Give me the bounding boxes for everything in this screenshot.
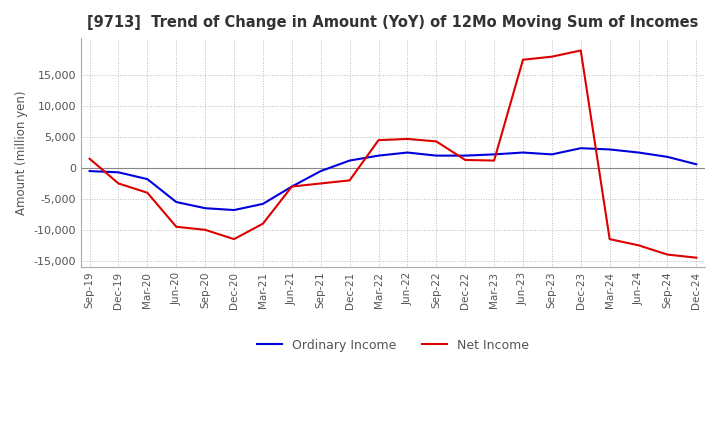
- Ordinary Income: [114, 170, 123, 175]
- Net Income: [114, 181, 123, 186]
- Ordinary Income: [403, 150, 412, 155]
- Ordinary Income: [143, 176, 152, 182]
- Ordinary Income: [258, 201, 267, 206]
- Ordinary Income: [547, 152, 556, 157]
- Ordinary Income: [461, 153, 469, 158]
- Ordinary Income: [230, 207, 238, 213]
- Net Income: [201, 227, 210, 232]
- Ordinary Income: [172, 199, 181, 205]
- Net Income: [346, 178, 354, 183]
- Ordinary Income: [518, 150, 527, 155]
- Ordinary Income: [692, 161, 701, 167]
- Ordinary Income: [85, 169, 94, 174]
- Net Income: [432, 139, 441, 144]
- Y-axis label: Amount (million yen): Amount (million yen): [15, 90, 28, 215]
- Net Income: [287, 184, 296, 189]
- Ordinary Income: [663, 154, 672, 160]
- Ordinary Income: [490, 152, 498, 157]
- Net Income: [606, 236, 614, 242]
- Net Income: [518, 57, 527, 62]
- Net Income: [172, 224, 181, 229]
- Net Income: [547, 54, 556, 59]
- Net Income: [490, 158, 498, 163]
- Ordinary Income: [201, 205, 210, 211]
- Net Income: [663, 252, 672, 257]
- Net Income: [85, 156, 94, 161]
- Net Income: [403, 136, 412, 142]
- Ordinary Income: [287, 184, 296, 189]
- Ordinary Income: [374, 153, 383, 158]
- Ordinary Income: [634, 150, 643, 155]
- Net Income: [461, 158, 469, 163]
- Ordinary Income: [606, 147, 614, 152]
- Net Income: [316, 181, 325, 186]
- Ordinary Income: [346, 158, 354, 163]
- Ordinary Income: [432, 153, 441, 158]
- Net Income: [258, 221, 267, 226]
- Net Income: [577, 48, 585, 53]
- Legend: Ordinary Income, Net Income: Ordinary Income, Net Income: [252, 334, 534, 357]
- Title: [9713]  Trend of Change in Amount (YoY) of 12Mo Moving Sum of Incomes: [9713] Trend of Change in Amount (YoY) o…: [87, 15, 698, 30]
- Line: Ordinary Income: Ordinary Income: [89, 148, 696, 210]
- Line: Net Income: Net Income: [89, 51, 696, 258]
- Net Income: [634, 243, 643, 248]
- Ordinary Income: [316, 169, 325, 174]
- Net Income: [692, 255, 701, 260]
- Ordinary Income: [577, 146, 585, 151]
- Net Income: [143, 190, 152, 195]
- Net Income: [374, 138, 383, 143]
- Net Income: [230, 236, 238, 242]
